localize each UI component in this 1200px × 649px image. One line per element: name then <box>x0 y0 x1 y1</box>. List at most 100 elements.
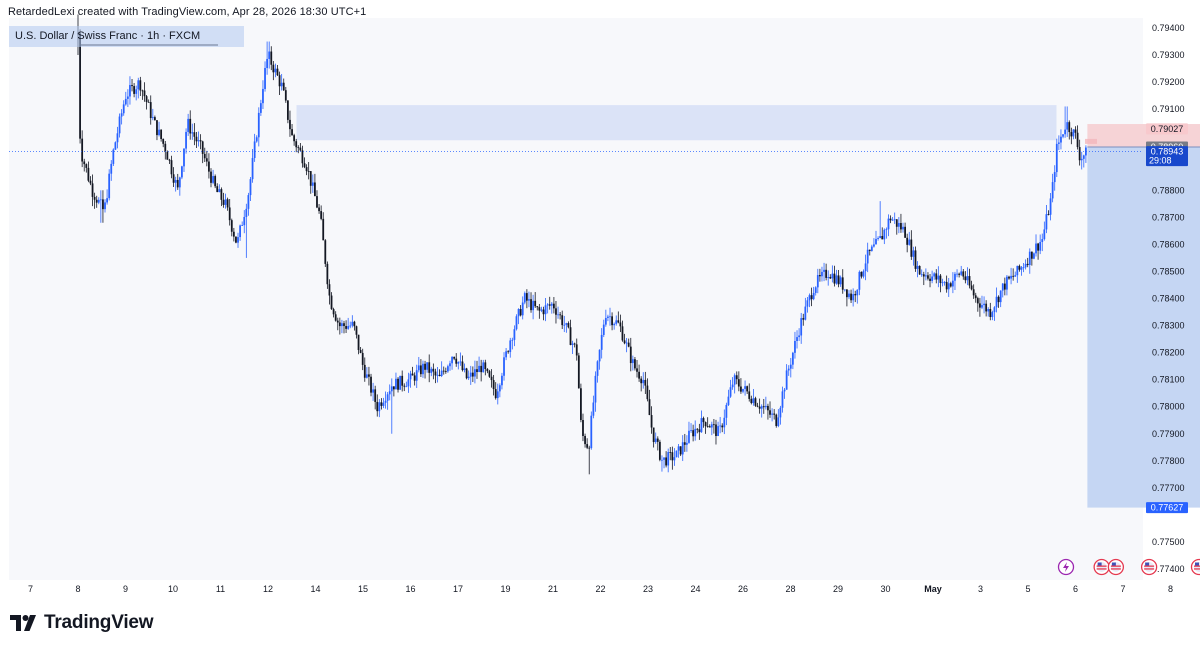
candle-body <box>567 323 570 328</box>
candle-body <box>586 444 589 448</box>
candle-body <box>347 326 350 329</box>
x-tick-label: 24 <box>690 584 700 594</box>
symbol-legend[interactable]: U.S. Dollar / Swiss Franc · 1h · FXCM <box>9 26 244 47</box>
candle-body <box>422 363 424 375</box>
y-tick-label: 0.78200 <box>1152 348 1185 358</box>
candle-body <box>424 363 426 370</box>
candle-body <box>156 120 158 136</box>
price-countdown: 29:08 <box>1149 156 1172 166</box>
candle-body <box>411 373 414 376</box>
candle-body <box>638 371 640 379</box>
candle-body <box>964 276 967 281</box>
candle-body <box>960 271 963 275</box>
price-label-value: 0.79027 <box>1151 124 1184 134</box>
candle-body <box>276 68 279 76</box>
candle-body <box>1033 253 1035 259</box>
candle-body <box>328 284 331 296</box>
candle-body <box>663 457 665 460</box>
candle-body <box>902 226 904 230</box>
candle-body <box>1039 242 1042 251</box>
candle-body <box>168 159 171 161</box>
candle-body <box>922 274 925 277</box>
candle-body <box>673 457 676 461</box>
candle-body <box>972 289 975 296</box>
candle-body <box>284 90 287 101</box>
candle-body <box>282 82 285 91</box>
candle-body <box>507 351 510 353</box>
candle-body <box>257 112 260 138</box>
candle-body <box>966 276 969 281</box>
candle-body <box>756 405 759 407</box>
candle-body <box>430 368 433 373</box>
candle-body <box>492 380 495 390</box>
candle-body <box>461 361 464 371</box>
candle-body <box>1001 283 1004 291</box>
y-tick-label: 0.78300 <box>1152 321 1185 331</box>
candle-body <box>160 129 163 139</box>
candle-body <box>1053 172 1056 183</box>
candle-body <box>178 177 181 188</box>
candle-body <box>658 441 661 460</box>
candle-body <box>991 312 994 318</box>
candle-body <box>625 342 628 344</box>
candle-body <box>519 309 522 316</box>
candle-body <box>170 160 173 175</box>
candle-body <box>245 208 248 217</box>
candle-body <box>715 424 717 436</box>
candle-body <box>873 244 875 247</box>
candle-body <box>949 283 952 287</box>
candle-body <box>908 239 911 245</box>
candle-body <box>528 299 530 301</box>
candle-body <box>565 323 568 325</box>
candle-body <box>318 207 320 212</box>
candle-body <box>419 365 422 375</box>
candle-body <box>392 386 395 390</box>
candle-body <box>748 391 751 399</box>
candle-body <box>970 285 973 290</box>
y-tick-label: 0.78600 <box>1152 239 1185 249</box>
candle-body <box>363 364 366 378</box>
candle-body <box>95 199 98 203</box>
candle-body <box>87 167 90 181</box>
candle-body <box>731 384 734 388</box>
candle-body <box>634 359 636 369</box>
candle-body <box>469 372 472 377</box>
candle-body <box>694 428 697 437</box>
candle-body <box>667 452 670 466</box>
candle-body <box>440 370 443 376</box>
candle-body <box>600 334 603 350</box>
candle-body <box>465 368 468 379</box>
candle-body <box>590 415 593 449</box>
candle-body <box>264 68 266 89</box>
candle-body <box>758 406 761 409</box>
candle-body <box>661 459 663 461</box>
candle-body <box>399 375 402 390</box>
candle-body <box>1043 229 1046 240</box>
candle-body <box>386 394 389 401</box>
x-tick-label: 11 <box>216 584 225 594</box>
candle-body <box>823 269 825 272</box>
candle-body <box>376 401 379 412</box>
candle-body <box>914 250 917 269</box>
candle-body <box>322 218 325 241</box>
candle-body <box>338 322 341 327</box>
candle-body <box>602 324 605 335</box>
candle-body <box>305 167 308 172</box>
candle-body <box>228 207 231 221</box>
candle-body <box>677 446 680 451</box>
candle-body <box>559 314 562 316</box>
candle-body <box>631 359 634 364</box>
candle-body <box>278 75 281 87</box>
candle-body <box>900 222 902 230</box>
candle-body <box>781 391 784 408</box>
x-tick-label: 3 <box>978 584 983 594</box>
candle-body <box>652 427 655 443</box>
candle-body <box>617 320 620 323</box>
candle-body <box>644 379 647 386</box>
candle-body <box>719 425 722 427</box>
candle-body <box>1072 129 1075 137</box>
candle-body <box>523 293 526 303</box>
resistance-zone <box>296 105 1057 141</box>
candle-body <box>413 375 416 381</box>
